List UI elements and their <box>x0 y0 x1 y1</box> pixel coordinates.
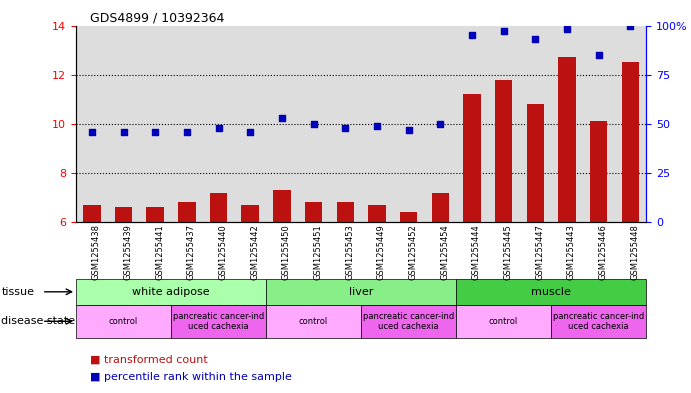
Point <box>435 121 446 127</box>
Bar <box>495 79 512 222</box>
Text: GSM1255444: GSM1255444 <box>472 224 481 280</box>
Bar <box>361 26 392 222</box>
Bar <box>108 26 140 222</box>
Bar <box>527 104 544 222</box>
Text: GSM1255447: GSM1255447 <box>536 224 545 280</box>
Text: GSM1255452: GSM1255452 <box>408 224 417 280</box>
Bar <box>115 208 132 222</box>
Text: GSM1255445: GSM1255445 <box>504 224 513 280</box>
Bar <box>424 26 456 222</box>
Text: control: control <box>489 317 518 326</box>
Point <box>625 22 636 29</box>
Point <box>308 121 319 127</box>
Bar <box>178 202 196 222</box>
Bar <box>392 26 424 222</box>
Bar <box>614 26 646 222</box>
Text: pancreatic cancer-ind
uced cachexia: pancreatic cancer-ind uced cachexia <box>363 312 454 331</box>
Text: GSM1255449: GSM1255449 <box>377 224 386 280</box>
Text: tissue: tissue <box>1 287 35 297</box>
Bar <box>456 26 488 222</box>
Bar <box>368 205 386 222</box>
Point <box>118 129 129 135</box>
Bar <box>210 193 227 222</box>
Bar <box>488 26 520 222</box>
Text: disease state: disease state <box>1 316 75 326</box>
Bar <box>76 26 108 222</box>
Bar <box>241 205 259 222</box>
Bar <box>83 205 101 222</box>
Point <box>466 32 477 39</box>
Text: pancreatic cancer-ind
uced cachexia: pancreatic cancer-ind uced cachexia <box>553 312 644 331</box>
Text: control: control <box>299 317 328 326</box>
Text: GSM1255443: GSM1255443 <box>567 224 576 280</box>
Bar <box>146 208 164 222</box>
Point <box>86 129 97 135</box>
Text: liver: liver <box>349 287 373 297</box>
Bar <box>298 26 330 222</box>
Bar <box>520 26 551 222</box>
Bar <box>551 26 583 222</box>
Bar <box>140 26 171 222</box>
Bar <box>266 26 298 222</box>
Text: GSM1255439: GSM1255439 <box>124 224 133 280</box>
Bar <box>305 202 322 222</box>
Point <box>403 127 414 133</box>
Text: GSM1255451: GSM1255451 <box>314 224 323 280</box>
Point <box>498 28 509 35</box>
Text: GSM1255453: GSM1255453 <box>346 224 354 280</box>
Point <box>181 129 192 135</box>
Point <box>276 115 287 121</box>
Text: muscle: muscle <box>531 287 571 297</box>
Text: GSM1255442: GSM1255442 <box>250 224 259 280</box>
Bar <box>558 57 576 222</box>
Bar <box>400 212 417 222</box>
Point <box>150 129 161 135</box>
Text: ■ percentile rank within the sample: ■ percentile rank within the sample <box>90 372 292 382</box>
Bar <box>202 26 234 222</box>
Text: pancreatic cancer-ind
uced cachexia: pancreatic cancer-ind uced cachexia <box>173 312 264 331</box>
Bar <box>337 202 354 222</box>
Text: GSM1255448: GSM1255448 <box>630 224 639 280</box>
Point <box>593 52 604 58</box>
Text: GSM1255454: GSM1255454 <box>440 224 449 280</box>
Bar <box>431 193 449 222</box>
Bar <box>463 94 481 222</box>
Bar <box>273 190 291 222</box>
Point <box>213 125 224 131</box>
Point <box>340 125 351 131</box>
Point <box>561 26 572 33</box>
Bar <box>621 62 639 222</box>
Text: GSM1255450: GSM1255450 <box>282 224 291 280</box>
Text: GSM1255441: GSM1255441 <box>155 224 164 280</box>
Text: GDS4899 / 10392364: GDS4899 / 10392364 <box>90 12 224 25</box>
Point <box>245 129 256 135</box>
Bar <box>330 26 361 222</box>
Text: white adipose: white adipose <box>132 287 210 297</box>
Text: GSM1255440: GSM1255440 <box>218 224 227 280</box>
Bar <box>583 26 614 222</box>
Bar <box>590 121 607 222</box>
Text: GSM1255446: GSM1255446 <box>598 224 607 280</box>
Bar <box>234 26 266 222</box>
Text: GSM1255437: GSM1255437 <box>187 224 196 280</box>
Point <box>371 123 382 129</box>
Text: ■ transformed count: ■ transformed count <box>90 354 207 365</box>
Point <box>530 36 541 42</box>
Text: GSM1255438: GSM1255438 <box>92 224 101 280</box>
Bar <box>171 26 202 222</box>
Text: control: control <box>109 317 138 326</box>
